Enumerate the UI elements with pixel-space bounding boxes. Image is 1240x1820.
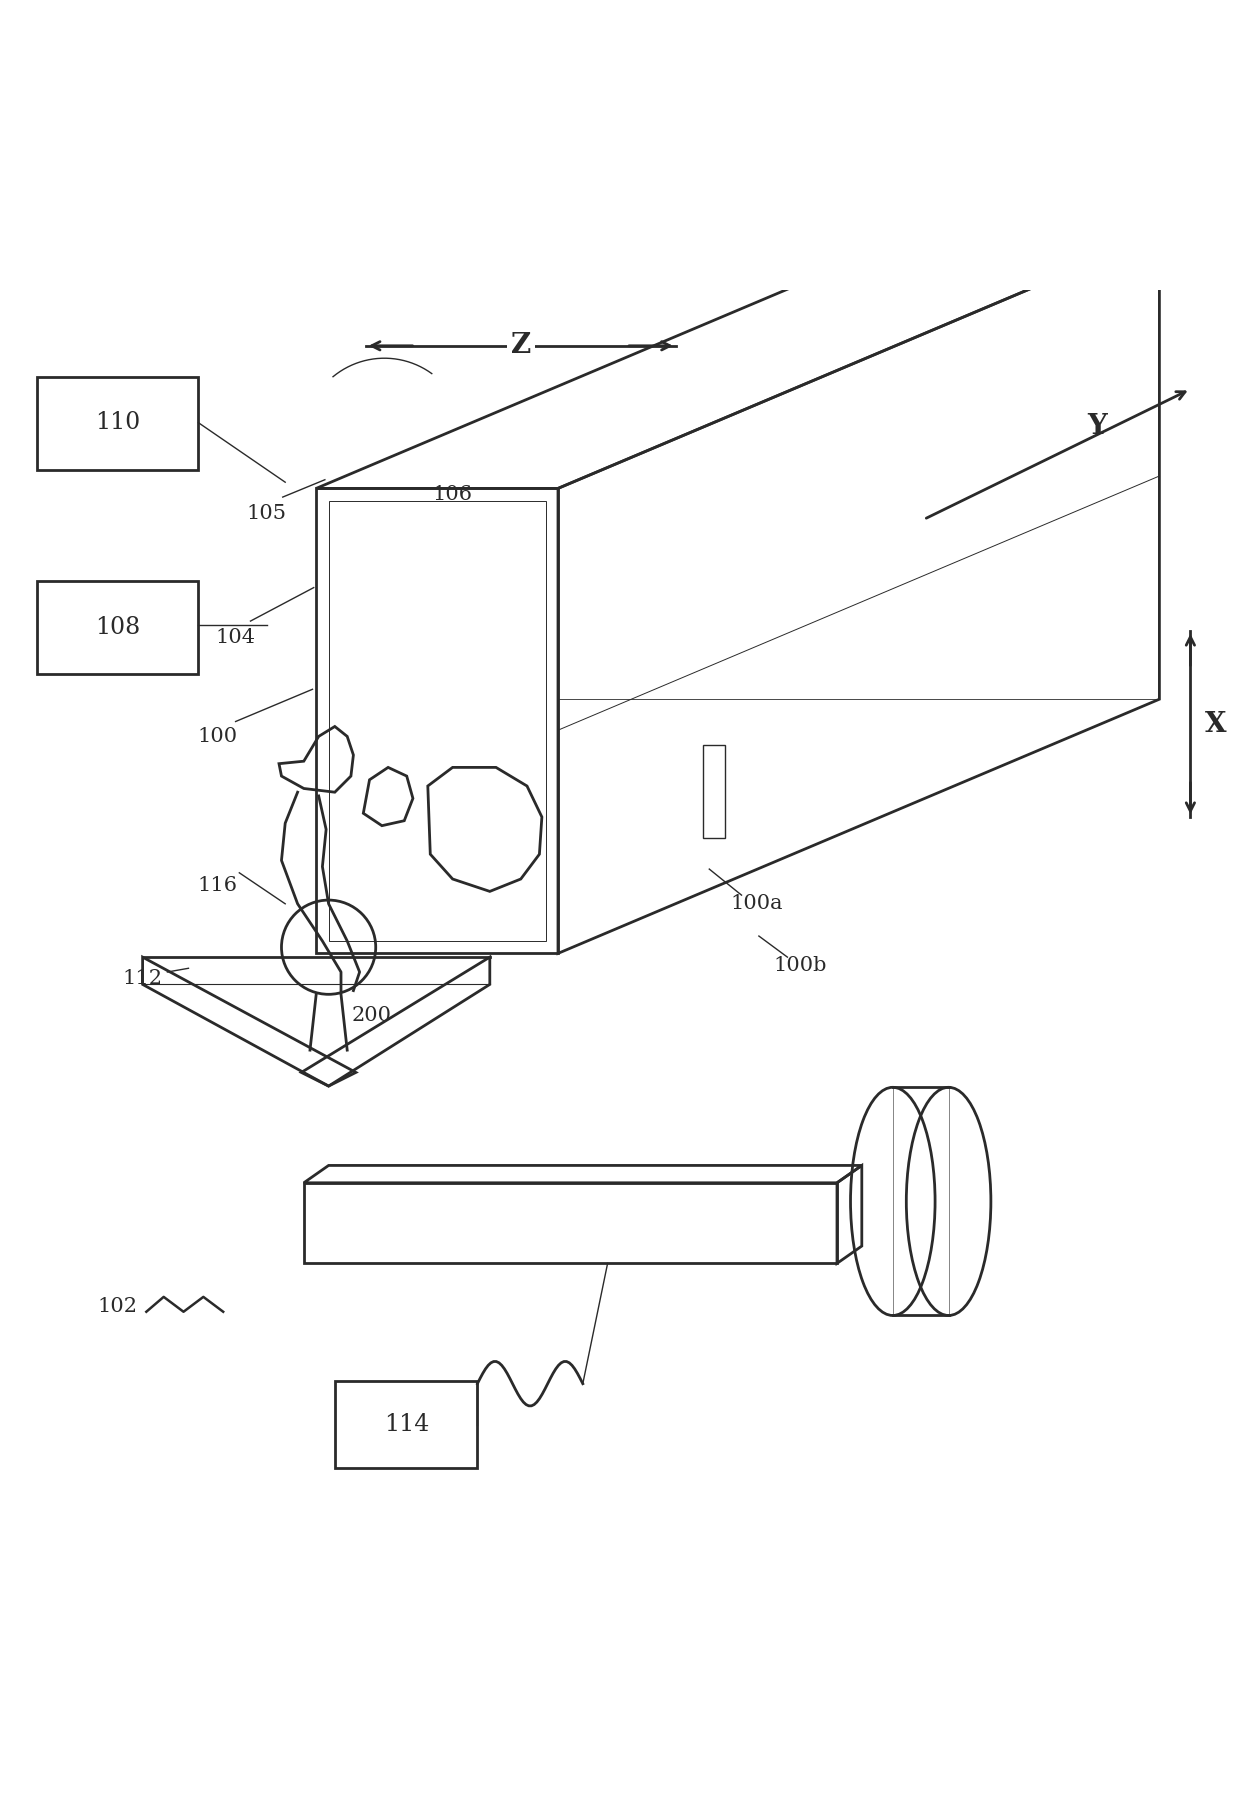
Bar [37,377,198,470]
Text: 110: 110 [95,411,140,435]
Text: X: X [1205,710,1226,737]
Text: Z: Z [511,333,531,359]
Bar [304,1183,837,1263]
Bar [37,581,198,675]
Text: 100a: 100a [730,894,782,914]
Text: 112: 112 [123,968,162,988]
Text: 100: 100 [197,726,237,746]
Text: 114: 114 [384,1412,429,1436]
Text: 104: 104 [216,628,255,646]
Text: 102: 102 [98,1298,138,1316]
Text: 105: 105 [247,504,286,522]
Text: 100b: 100b [773,956,827,976]
Text: 200: 200 [352,1006,392,1025]
Bar [335,1381,477,1469]
Text: 116: 116 [197,875,237,895]
Text: 106: 106 [433,486,472,504]
Text: Y: Y [1087,413,1107,440]
Text: 108: 108 [95,615,140,639]
